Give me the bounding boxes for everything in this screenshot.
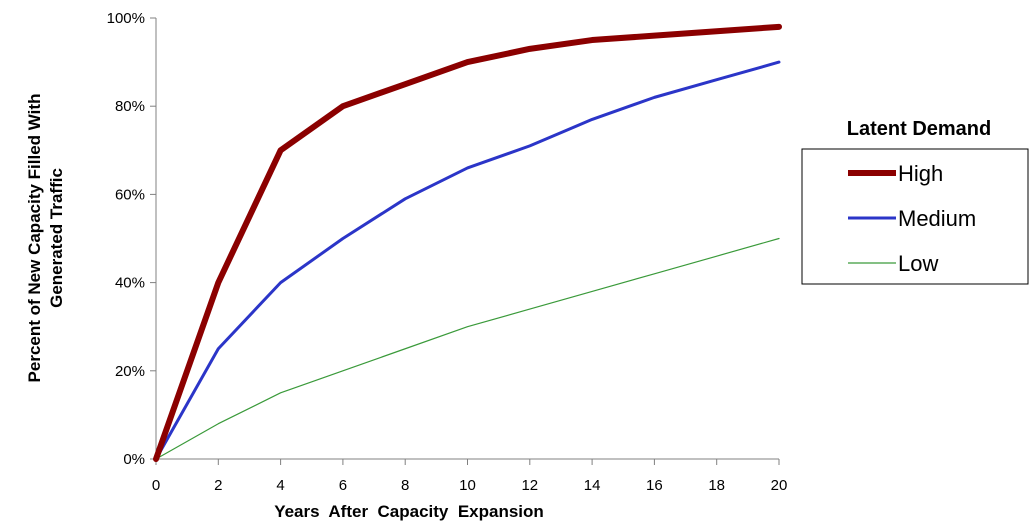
x-ticks: 0 2 4 6 8 10 12 14 16 18 20 <box>152 459 788 494</box>
x-tick-label: 16 <box>646 477 663 494</box>
legend-label-high: High <box>898 161 943 186</box>
legend: Latent Demand High Medium Low <box>801 118 1029 285</box>
y-tick-label: 100% <box>107 10 145 27</box>
x-tick-label: 8 <box>401 477 409 494</box>
axes <box>155 18 779 460</box>
y-tick-label: 60% <box>115 186 145 203</box>
x-axis-title: Years After Capacity Expansion <box>274 502 544 521</box>
y-tick-label: 0% <box>123 451 145 468</box>
series-line-low <box>155 237 780 460</box>
x-tick-label: 0 <box>152 477 160 494</box>
y-tick-label: 20% <box>115 363 145 380</box>
x-tick-label: 14 <box>584 477 601 494</box>
y-tick-label: 80% <box>115 98 145 115</box>
y-ticks: 0% 20% 40% 60% 80% 100% <box>107 10 156 468</box>
legend-label-low: Low <box>898 251 938 276</box>
x-tick-label: 20 <box>771 477 788 494</box>
x-tick-label: 12 <box>521 477 538 494</box>
series-line-medium <box>154 60 781 461</box>
series-line-high <box>153 23 782 462</box>
x-tick-label: 2 <box>214 477 222 494</box>
x-tick-label: 4 <box>276 477 284 494</box>
x-tick-label: 6 <box>339 477 347 494</box>
series-layer <box>153 23 782 462</box>
legend-label-medium: Medium <box>898 206 976 231</box>
legend-title: Latent Demand <box>847 118 991 140</box>
y-axis-title-line-2: Generated Traffic <box>47 168 66 308</box>
legend-items: High Medium Low <box>848 161 976 276</box>
x-tick-label: 10 <box>459 477 476 494</box>
legend-box <box>801 148 1029 285</box>
y-tick-label: 40% <box>115 275 145 292</box>
x-tick-label: 18 <box>708 477 725 494</box>
y-axis-title: Percent of New Capacity Filled With Gene… <box>25 94 66 383</box>
y-axis-title-line-1: Percent of New Capacity Filled With <box>25 94 44 383</box>
